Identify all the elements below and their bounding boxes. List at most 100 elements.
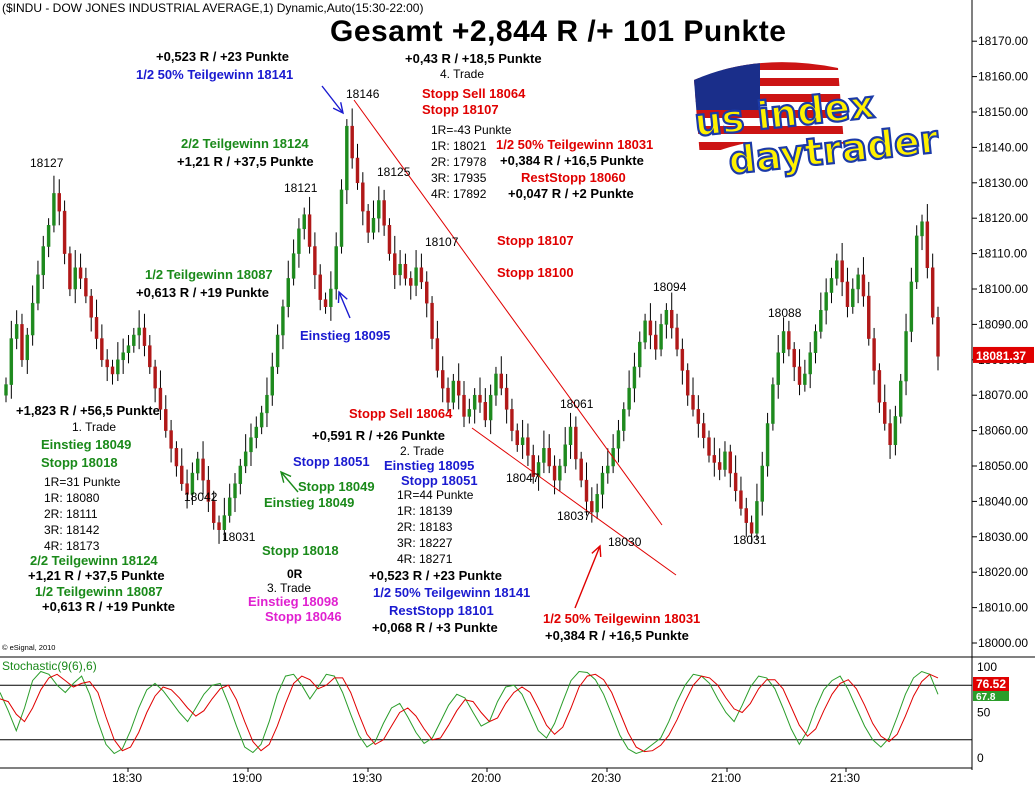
candle-body [584,479,589,502]
us-index-daytrader-logo: us index daytrader [691,62,942,184]
y-tick-label: 18030.00 [978,530,1028,544]
trade1-name: 1. Trade [72,420,117,434]
candle-body [270,366,275,396]
trade2-rest-result: +0,068 R / +3 Punkte [372,620,498,635]
candle-body [856,274,860,290]
trade2-entry: Einstieg 18095 [384,458,475,473]
chart-header: ($INDU - DOW JONES INDUSTRIAL AVERAGE,1)… [2,1,424,15]
stochastic-tick-label: 100 [977,660,997,674]
candle-body [419,267,424,283]
candle-body [132,334,136,346]
candle-body [339,189,344,247]
candle-body [760,465,764,502]
stochastic-tag-green [973,691,1009,701]
candle-body [243,451,248,467]
y-tick-label: 18130.00 [978,176,1028,190]
price-label: 18031 [222,530,256,544]
candle-body [925,221,930,269]
mid-partial-2: 2/2 Teilgewinn 18124 [181,136,309,151]
x-tick-label: 21:30 [830,771,860,785]
trade4-risk: 1R=-43 Punkte [431,123,512,137]
red-arrow-bottom [574,545,601,609]
candle-body [355,157,360,184]
candle-body [771,384,775,424]
y-tick-label: 18050.00 [978,459,1028,473]
candle-body [504,387,509,410]
candle-body [680,348,685,371]
candle-body [265,394,269,414]
candle-body [323,299,328,307]
y-tick-label: 18020.00 [978,565,1028,579]
trade4-target: 3R: 17935 [431,171,487,185]
candle-body [318,274,322,300]
candle-body [137,327,141,336]
candle-body [227,497,232,516]
trade3-entry: Einstieg 18098 [248,594,339,609]
price-label: 18121 [284,181,318,195]
price-label: 18047 [506,471,540,485]
candle-body [398,263,402,276]
candle-body [68,253,72,290]
candle-body [78,267,83,279]
candle-body [254,426,259,438]
candle-body [206,479,211,502]
candle-body [345,125,349,191]
candle-body [888,423,892,446]
candle-body [41,246,45,276]
trade2-rest-stop: RestStopp 18101 [389,603,494,618]
candle-body [350,125,354,159]
candle-body [552,465,557,481]
y-tick-label: 18000.00 [978,636,1028,650]
candle-body [808,352,812,375]
x-tick-label: 19:00 [232,771,262,785]
candle-body [307,214,312,247]
last-price-label: 18081.37 [976,349,1026,363]
trade1-partial-2-result: +1,21 R / +37,5 Punkte [28,568,165,583]
candle-body [558,465,562,481]
trade3-name: 3. Trade [267,581,312,595]
blue-arrow-top-head [332,102,344,115]
bottom-partial-gain: 1/2 50% Teilgewinn 18031 [543,611,701,626]
candle-body [494,373,498,396]
candle-body [425,281,429,304]
trade4-rest-result: +0,047 R / +2 Punkte [508,186,634,201]
candle-body [883,402,887,424]
candle-body [685,370,690,396]
candle-body [851,288,855,307]
price-label: 18088 [768,306,802,320]
candle-body [25,334,30,361]
candle-body [446,387,450,403]
candle-body [723,451,727,470]
candle-body [781,331,786,353]
candle-body [536,462,541,477]
trade2-risk: 1R=44 Punkte [397,488,474,502]
candle-body [867,295,871,339]
candle-body [20,324,24,361]
candle-body [872,338,876,371]
candle-body [691,394,695,410]
candle-body [142,327,147,346]
blue-arrow-entry [338,291,351,319]
candle-body [733,472,738,492]
trend-line-upper [353,99,663,526]
trade4-partial-gain: 1/2 50% Teilgewinn 18031 [496,137,654,152]
candle-body [440,370,445,389]
price-label: 18042 [184,490,218,504]
candle-body [744,508,748,523]
candle-body [377,200,381,219]
candle-body [334,246,338,290]
trade1-target: 1R: 18080 [44,491,100,505]
bottom-partial-result: +0,384 R / +16,5 Punkte [545,628,689,643]
trend-line-lower [471,427,677,576]
mid-partial-1-result: +0,613 R / +19 Punkte [136,285,269,300]
candle-body [329,288,333,307]
candle-body [62,210,67,254]
candle-body [669,309,674,329]
candle-body [105,359,109,368]
candle-body [9,338,14,385]
candle-body [829,278,834,293]
candle-body [435,338,440,371]
candle-body [393,253,397,276]
trade4-name: 4. Trade [440,67,485,81]
